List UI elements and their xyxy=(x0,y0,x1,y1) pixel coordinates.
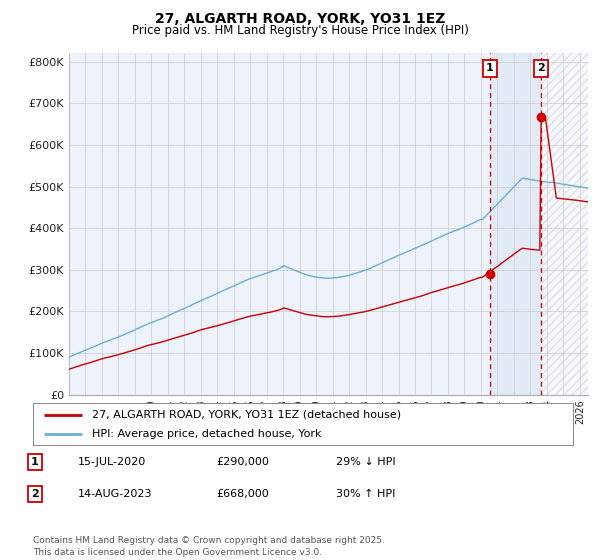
Bar xyxy=(490,53,541,395)
Text: 27, ALGARTH ROAD, YORK, YO31 1EZ (detached house): 27, ALGARTH ROAD, YORK, YO31 1EZ (detach… xyxy=(92,409,401,419)
Bar xyxy=(541,53,588,395)
Text: 2: 2 xyxy=(536,63,544,73)
Text: 1: 1 xyxy=(31,457,38,467)
Text: Price paid vs. HM Land Registry's House Price Index (HPI): Price paid vs. HM Land Registry's House … xyxy=(131,24,469,37)
Text: 2: 2 xyxy=(31,489,38,499)
Text: 27, ALGARTH ROAD, YORK, YO31 1EZ: 27, ALGARTH ROAD, YORK, YO31 1EZ xyxy=(155,12,445,26)
Text: £668,000: £668,000 xyxy=(216,489,269,499)
Text: 14-AUG-2023: 14-AUG-2023 xyxy=(78,489,152,499)
Text: 15-JUL-2020: 15-JUL-2020 xyxy=(78,457,146,467)
Text: 1: 1 xyxy=(486,63,494,73)
Text: 29% ↓ HPI: 29% ↓ HPI xyxy=(336,457,395,467)
Text: 30% ↑ HPI: 30% ↑ HPI xyxy=(336,489,395,499)
Text: HPI: Average price, detached house, York: HPI: Average price, detached house, York xyxy=(92,429,322,439)
Text: £290,000: £290,000 xyxy=(216,457,269,467)
Text: Contains HM Land Registry data © Crown copyright and database right 2025.
This d: Contains HM Land Registry data © Crown c… xyxy=(33,536,385,557)
